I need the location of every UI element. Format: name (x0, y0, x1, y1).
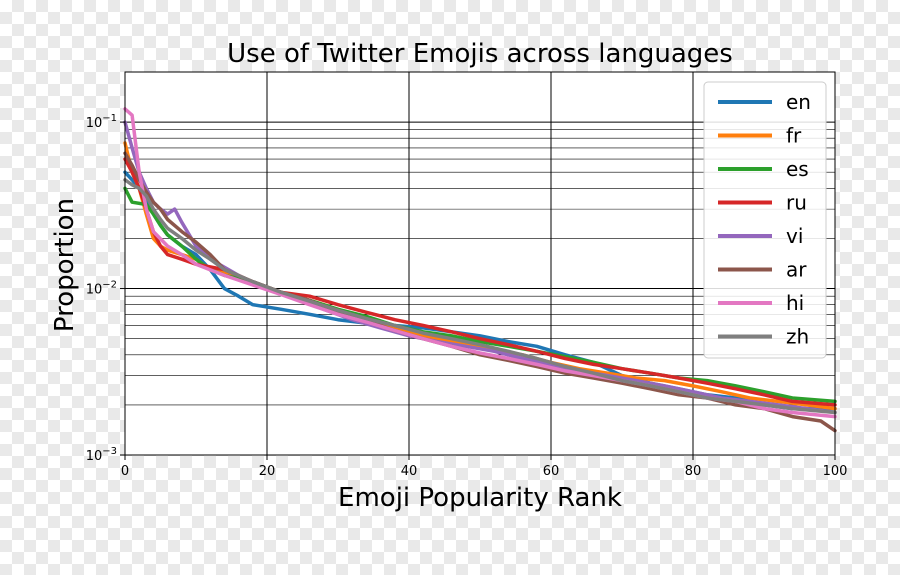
legend-box (703, 81, 827, 359)
legend-label-vi: vi (786, 224, 803, 248)
series-lines (123, 107, 837, 433)
legend-label-hi: hi (786, 291, 804, 315)
x-tick-label: 60 (543, 464, 560, 479)
x-axis-label: Emoji Popularity Rank (338, 483, 622, 513)
y-tick-label: 10−1 (86, 113, 117, 131)
legend-label-es: es (786, 157, 809, 181)
legend-label-ru: ru (786, 191, 807, 215)
y-tick-label: 10−2 (86, 280, 117, 298)
x-tick-label: 100 (823, 464, 848, 479)
plot-frame (124, 71, 836, 456)
y-axis-label: Proportion (50, 198, 80, 332)
chart-title: Use of Twitter Emojis across languages (227, 39, 733, 69)
legend-label-en: en (786, 90, 811, 114)
legend: en fr es ru vi ar hi zh (703, 81, 827, 359)
x-tick-label: 0 (121, 464, 129, 479)
y-axis-ticks: 10−1 10−2 10−3 (86, 113, 125, 464)
x-axis-ticks: 0 20 40 60 80 100 (121, 455, 848, 479)
y-tick-label: 10−3 (86, 446, 117, 464)
series-line-zh (123, 178, 837, 415)
legend-label-ar: ar (786, 258, 807, 282)
legend-label-zh: zh (786, 325, 809, 349)
legend-label-fr: fr (786, 124, 802, 148)
x-tick-label: 20 (259, 464, 276, 479)
series-line-ru (123, 157, 837, 407)
x-tick-label: 40 (401, 464, 418, 479)
x-tick-label: 80 (685, 464, 702, 479)
